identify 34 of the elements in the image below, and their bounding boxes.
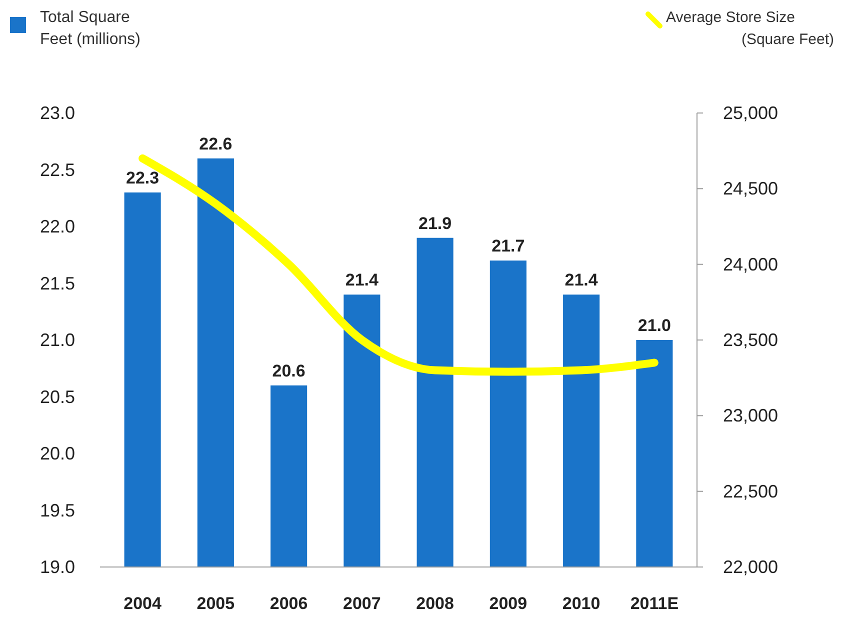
y2-tick-label: 23,000 — [723, 406, 778, 426]
legend-label: Total Square Feet (millions) — [40, 9, 140, 48]
y-tick-label: 21.0 — [40, 330, 75, 350]
data-label: 22.6 — [199, 134, 232, 154]
data-label: 22.3 — [126, 168, 160, 188]
x-tick-label: 2005 — [196, 594, 235, 613]
y-tick-label: 19.5 — [40, 500, 75, 520]
y-tick-label: 19.0 — [40, 557, 75, 577]
y2-tick-label: 24,500 — [723, 178, 778, 199]
x-tick-label: 2011E — [630, 594, 679, 613]
data-label: 21.4 — [345, 270, 380, 290]
data-label: 21.7 — [492, 236, 525, 256]
y-tick-label: 23.0 — [40, 103, 75, 123]
x-tick-label: 2007 — [343, 594, 381, 613]
y-tick-label: 22.5 — [40, 160, 75, 180]
y2-tick-label: 22,000 — [723, 557, 778, 577]
legend-label: Average Store Size (Square Feet) — [666, 9, 834, 48]
x-tick-label: 2010 — [562, 594, 600, 613]
y-tick-label: 22.0 — [40, 216, 75, 236]
y2-tick-label: 23,500 — [723, 330, 778, 350]
data-label: 21.4 — [564, 270, 598, 290]
y-tick-label: 21.5 — [40, 273, 75, 294]
data-label: 20.6 — [272, 361, 306, 380]
y-tick-label: 20.5 — [40, 386, 75, 407]
x-tick-label: 2004 — [124, 594, 162, 613]
y2-tick-label: 24,000 — [723, 254, 778, 274]
y-tick-label: 20.0 — [40, 444, 75, 464]
x-tick-label: 2008 — [416, 594, 454, 613]
data-label: 21.9 — [418, 214, 452, 233]
y2-tick-label: 22,500 — [723, 481, 778, 502]
x-tick-label: 2006 — [270, 594, 308, 613]
data-label: 21.0 — [638, 316, 671, 335]
x-tick-label: 2009 — [489, 594, 528, 613]
y2-tick-label: 25,000 — [723, 103, 778, 123]
